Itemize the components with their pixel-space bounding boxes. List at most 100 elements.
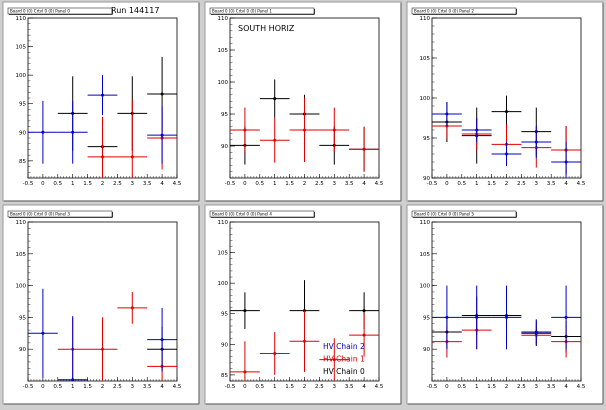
marker (332, 128, 336, 132)
y-tick-label: 100 (16, 73, 27, 79)
x-tick-label: 1 (71, 384, 75, 390)
x-tick-label: 2 (101, 384, 105, 390)
x-tick-label: 2 (505, 384, 509, 390)
y-tick-label: 90 (19, 347, 26, 353)
x-tick-label: 4.5 (173, 181, 182, 187)
y-tick-label: 85 (19, 159, 26, 165)
data-point (230, 341, 260, 381)
y-tick-label: 90 (221, 144, 228, 150)
x-tick-label: -0.5 (225, 181, 236, 187)
y-tick-label: 110 (420, 220, 431, 226)
data-point (117, 99, 148, 178)
data-point (28, 100, 58, 164)
x-tick-label: 4.5 (577, 181, 586, 187)
data-point (461, 118, 492, 142)
data-point (147, 307, 177, 372)
data-point (87, 75, 118, 116)
panel-4: Board 0 (0) Crtvl 0 (0) Panel 4 -0.5 0 0.5 1… (204, 204, 402, 405)
panel-annotation: SOUTH HORIZ (238, 24, 295, 33)
x-tick-label: 0 (243, 181, 247, 187)
x-tick-label: 4 (160, 181, 164, 187)
data-point (289, 310, 320, 372)
x-tick-label: 0 (41, 384, 45, 390)
marker (273, 97, 277, 101)
marker (362, 147, 366, 151)
x-tick-label: 3.5 (143, 181, 152, 187)
marker (534, 140, 538, 144)
marker (160, 133, 164, 137)
x-tick-label: 0.5 (53, 384, 62, 390)
marker (303, 339, 306, 343)
x-tick-label: -0.5 (23, 384, 34, 390)
y-tick-label: 100 (218, 80, 229, 86)
data-point (259, 79, 290, 118)
y-tick-label: 105 (16, 252, 27, 258)
x-tick-label: 4.5 (173, 384, 182, 390)
panel-3: Board 0 (0) Crtvl 0 (0) Panel 3 -0.5 0 0.5 1… (2, 204, 200, 405)
x-tick-label: 4 (362, 384, 366, 390)
x-tick-label: 1.5 (285, 181, 294, 187)
y-tick-label: 110 (218, 220, 229, 226)
marker (362, 333, 366, 337)
x-tick-label: 3.5 (547, 181, 556, 187)
marker (505, 152, 508, 156)
x-tick-label: 1 (475, 384, 479, 390)
marker (71, 130, 75, 134)
data-point (117, 291, 148, 324)
pad-frame (204, 1, 402, 202)
data-point (551, 285, 581, 350)
marker (71, 378, 75, 382)
marker (160, 92, 164, 96)
x-tick-label: 0.5 (457, 384, 466, 390)
x-tick-label: 2.5 (517, 384, 526, 390)
x-tick-label: 3 (333, 181, 337, 187)
marker (362, 309, 366, 313)
x-tick-label: 1 (71, 181, 75, 187)
x-tick-label: 2.5 (113, 384, 122, 390)
y-tick-label: 110 (218, 16, 229, 22)
marker (101, 155, 104, 159)
data-point (521, 319, 552, 345)
y-tick-label: 105 (16, 45, 27, 51)
data-point (491, 95, 522, 128)
panel-5: Board 0 (0) Crtvl 0 (0) Panel 5 -0.5 0 0.5 1… (406, 204, 604, 405)
pad-frame (406, 1, 604, 202)
x-tick-label: 0 (41, 181, 45, 187)
data-point (87, 317, 118, 381)
x-tick-label: 3.5 (143, 384, 152, 390)
x-tick-label: 3 (131, 384, 135, 390)
data-point (28, 288, 58, 378)
x-tick-label: 3.5 (345, 181, 354, 187)
x-tick-label: 3 (535, 181, 539, 187)
x-tick-label: 1 (475, 181, 479, 187)
marker (564, 315, 568, 319)
marker (243, 309, 247, 313)
marker (243, 370, 247, 374)
x-tick-label: 4.5 (375, 384, 384, 390)
marker (243, 128, 247, 132)
marker (41, 331, 45, 335)
y-tick-label: 95 (19, 315, 26, 321)
x-tick-label: 0 (243, 384, 247, 390)
data-point (349, 126, 379, 172)
x-tick-label: 3 (131, 181, 135, 187)
y-tick-label: 100 (16, 284, 27, 290)
legend-entry: HV Chain 0 (323, 367, 365, 376)
marker (445, 112, 449, 116)
data-point (230, 292, 260, 330)
x-tick-label: 1.5 (487, 181, 496, 187)
x-tick-label: 1.5 (285, 384, 294, 390)
x-tick-label: 3.5 (345, 384, 354, 390)
panel-1: Board 0 (0) Crtvl 0 (0) Panel 1 -0.5 0 0.5 1… (204, 1, 402, 202)
marker (273, 351, 277, 355)
y-tick-label: 85 (221, 373, 228, 379)
x-tick-label: 4 (564, 181, 568, 187)
panel-annotation: Run 144117 (111, 6, 159, 15)
data-point (319, 107, 350, 153)
marker (505, 315, 508, 319)
pad-frame (406, 204, 604, 405)
x-tick-label: 2 (303, 181, 307, 187)
panel-title: Board 0 (0) Crtvl 0 (0) Panel 3 (10, 212, 70, 217)
marker (475, 128, 479, 132)
